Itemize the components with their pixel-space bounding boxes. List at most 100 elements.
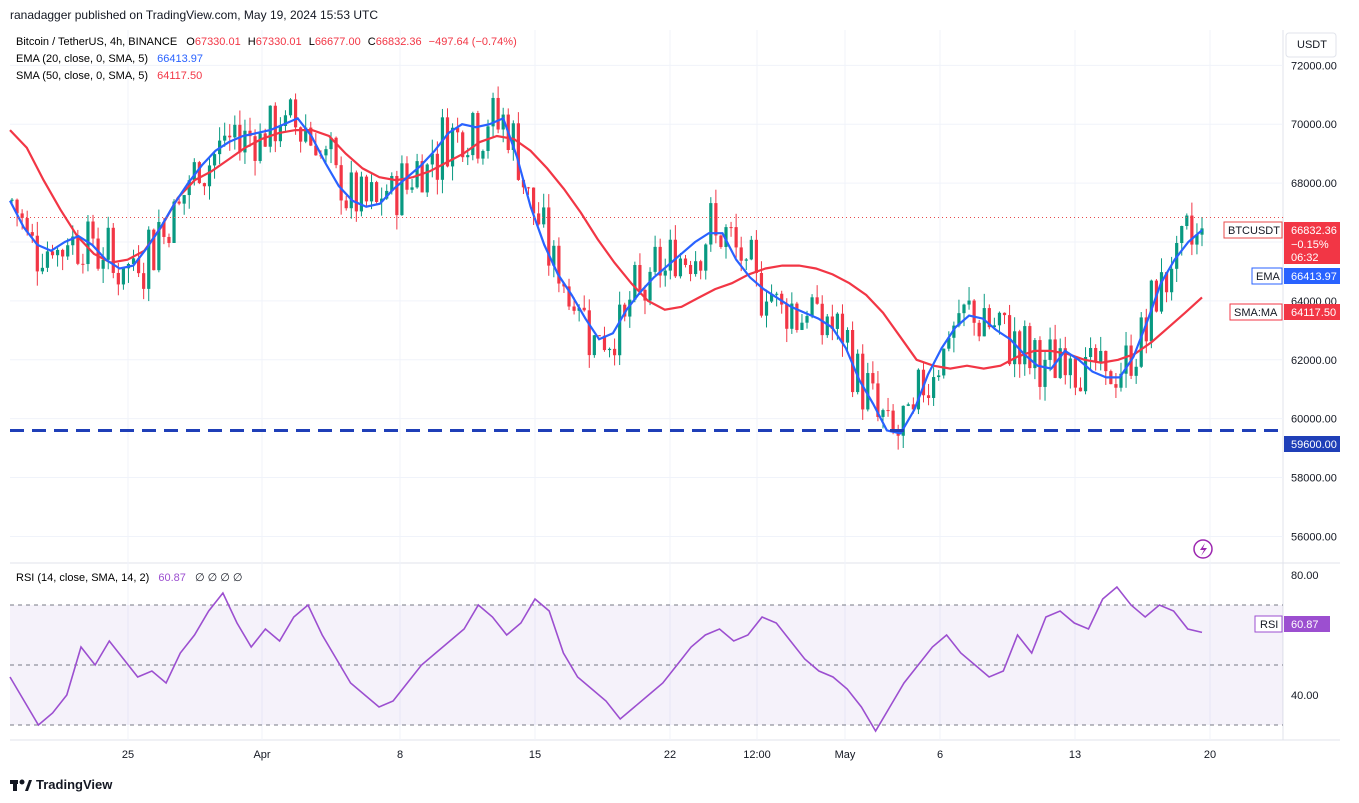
candle-body xyxy=(1023,326,1027,365)
rsi-legend[interactable]: RSI (14, close, SMA, 14, 2) 60.87 ∅ ∅ ∅ … xyxy=(16,572,242,584)
candle-body xyxy=(258,133,262,161)
lightning-icon[interactable] xyxy=(1193,539,1213,559)
candle-body xyxy=(410,187,414,190)
time-tick-label: 13 xyxy=(1069,749,1081,761)
candle-body xyxy=(116,272,120,285)
candle-body xyxy=(172,201,176,243)
rsi-pane[interactable] xyxy=(9,585,1203,733)
candle-body xyxy=(699,261,703,271)
candle-body xyxy=(663,270,667,276)
rsi-legend-extras: ∅ ∅ ∅ ∅ xyxy=(195,572,243,584)
candle-body xyxy=(1088,347,1093,358)
rsi-legend-value: 60.87 xyxy=(158,572,186,584)
time-tick-label: Apr xyxy=(253,749,270,761)
candle-body xyxy=(456,127,460,133)
change-value: −497.64 (−0.74%) xyxy=(429,36,517,48)
candle-body xyxy=(491,97,495,127)
price-axis[interactable]: 72000.0070000.0068000.0066000.0064000.00… xyxy=(1291,60,1337,702)
candle-body xyxy=(344,200,348,209)
candle-body xyxy=(202,183,207,187)
candle-body xyxy=(476,113,480,159)
candle-body xyxy=(1078,387,1083,392)
candle-body xyxy=(815,297,819,304)
candle-body xyxy=(334,137,338,166)
price-tick-label: 56000.00 xyxy=(1291,531,1337,543)
candle-body xyxy=(40,267,44,272)
candle-body xyxy=(20,213,24,219)
candle-body xyxy=(567,286,571,307)
candle-body xyxy=(293,99,298,128)
candle-body xyxy=(55,249,60,256)
candle-body xyxy=(268,105,272,147)
candle-body xyxy=(314,145,318,156)
candle-body xyxy=(729,227,733,229)
candle-body xyxy=(835,313,840,329)
candle-body xyxy=(967,300,971,305)
candle-body xyxy=(572,306,576,311)
time-tick-label: 20 xyxy=(1204,749,1216,761)
candle-body xyxy=(152,229,156,271)
currency-label[interactable]: USDT xyxy=(1297,39,1327,51)
svg-text:Bitcoin / TetherUS, 4h, BINANC: Bitcoin / TetherUS, 4h, BINANCE O67330.0… xyxy=(16,36,517,48)
close-value: 66832.36 xyxy=(376,36,422,48)
tradingview-logo[interactable]: TradingView xyxy=(10,777,112,792)
candle-body xyxy=(942,348,946,376)
candle-body xyxy=(861,353,865,410)
candle-body xyxy=(339,165,343,201)
candle-body xyxy=(658,246,662,276)
candle-body xyxy=(1068,358,1072,376)
candle-body xyxy=(1144,317,1148,342)
candle-body xyxy=(830,316,834,329)
symbol-legend[interactable]: Bitcoin / TetherUS, 4h, BINANCE O67330.0… xyxy=(16,36,517,48)
candle-body xyxy=(694,261,698,275)
tradingview-brand: TradingView xyxy=(36,777,113,792)
candle-body xyxy=(1048,339,1052,360)
sma-legend[interactable]: SMA (50, close, 0, SMA, 5) 64117.50 xyxy=(16,70,202,82)
sma-badge: SMA:MA 64117.50 xyxy=(1229,303,1340,321)
candle-body xyxy=(157,221,161,271)
candle-body xyxy=(1043,359,1047,387)
candle-body xyxy=(962,304,966,314)
time-tick-label: 22 xyxy=(664,749,676,761)
candle-body xyxy=(263,133,267,147)
candle-body xyxy=(283,115,288,126)
last-price-badge: BTCUSDT 66832.36 −0.15% 06:32 xyxy=(1223,221,1340,264)
candle-body xyxy=(840,313,845,343)
candle-body xyxy=(810,297,814,317)
candle-body xyxy=(81,263,85,265)
candle-body xyxy=(764,301,769,316)
sma-badge-name: SMA:MA xyxy=(1234,307,1278,319)
last-price-symbol: BTCUSDT xyxy=(1228,225,1280,237)
candle-body xyxy=(775,293,779,295)
candle-body xyxy=(299,127,303,142)
candle-body xyxy=(537,213,541,225)
time-tick-label: 25 xyxy=(122,749,134,761)
candle-body xyxy=(921,369,926,396)
time-axis[interactable]: 25 Apr 8 15 22 12:00 May 6 13 20 xyxy=(122,749,1216,761)
candle-body xyxy=(106,227,110,260)
candle-body xyxy=(207,165,212,187)
candle-body xyxy=(1164,272,1169,293)
candle-body xyxy=(450,127,455,167)
candle-body xyxy=(531,187,536,214)
candle-body xyxy=(749,239,753,260)
time-tick-label: 15 xyxy=(529,749,541,761)
time-tick-label: May xyxy=(835,749,856,761)
candle-body xyxy=(856,353,860,393)
candle-body xyxy=(992,325,996,328)
svg-text:SMA (50, close, 0, SMA, 5): SMA (50, close, 0, SMA, 5) 64117.50 xyxy=(16,70,202,82)
candle-body xyxy=(162,221,166,237)
candle-body xyxy=(1099,350,1103,362)
candle-body xyxy=(937,375,941,378)
candle-body xyxy=(866,373,870,410)
candle-body xyxy=(30,232,34,236)
candle-body xyxy=(709,203,713,245)
ema-badge-name: EMA xyxy=(1256,271,1281,283)
candle-body xyxy=(734,227,738,248)
candle-body xyxy=(825,316,829,336)
ema-legend[interactable]: EMA (20, close, 0, SMA, 5) 66413.97 xyxy=(16,53,203,65)
svg-text:RSI (14, close, SMA, 14, 2): RSI (14, close, SMA, 14, 2) 60.87 ∅ ∅ ∅ … xyxy=(16,572,242,584)
candle-body xyxy=(1119,373,1123,388)
candle-body xyxy=(916,369,921,410)
